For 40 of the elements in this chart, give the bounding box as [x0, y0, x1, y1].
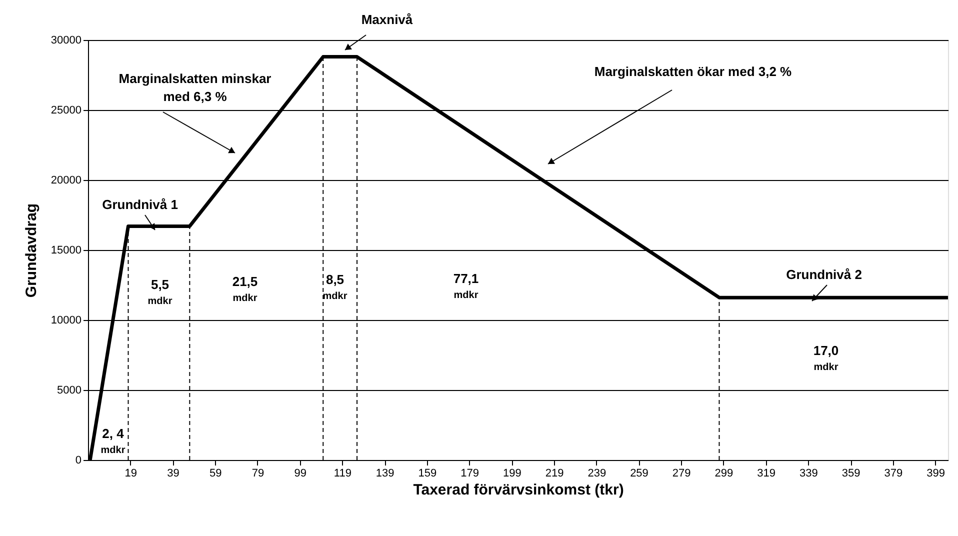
x-tick-label: 59: [209, 468, 222, 480]
annotation: 8,5 mdkr: [322, 272, 348, 302]
text: Maxnivå: [361, 12, 414, 27]
y-tick-label: 0: [75, 454, 82, 466]
annotation: 2, 4 mdkr: [100, 426, 126, 456]
y-tick-label: 15000: [50, 244, 82, 256]
y-tick-label: 20000: [50, 174, 82, 186]
x-tick-label: 379: [884, 468, 903, 480]
x-tick-label: 339: [800, 468, 818, 480]
y-tick-label: 30000: [50, 34, 82, 46]
annotation: Marginalskatten ökar med 3,2 %: [594, 64, 792, 79]
x-tick-label: 239: [588, 468, 606, 480]
x-tick-label: 279: [672, 468, 691, 480]
x-tick-label: 319: [757, 468, 776, 480]
x-tick-label: 219: [545, 468, 564, 480]
x-tick-label: 179: [460, 468, 479, 480]
x-tick-label: 199: [502, 468, 522, 480]
x-tick-label: 259: [630, 468, 648, 480]
x-tick-label: 159: [418, 468, 437, 480]
x-tick-label: 359: [842, 468, 860, 480]
x-tick-label: 19: [124, 468, 137, 480]
annotation: Grundnivå 1: [102, 197, 178, 212]
annotation: 77,1 mdkr: [453, 271, 479, 301]
x-tick-label: 119: [334, 468, 352, 480]
y-tick-label: 25000: [50, 104, 82, 116]
y-tick-label: 5000: [57, 384, 82, 396]
x-tick-label: 99: [294, 468, 306, 480]
annotation: Grundnivå 2: [786, 267, 862, 282]
y-axis-title: Grundavdrag: [22, 203, 40, 298]
annotation: 17,0 mdkr: [813, 343, 839, 373]
annotation: Marginalskatten minskar med 6,3 %: [118, 71, 272, 104]
y-tick-label: 10000: [50, 314, 82, 326]
x-tick-label: 39: [167, 468, 180, 480]
annotation: 21,5 mdkr: [232, 274, 258, 304]
x-axis-title: Taxerad förvärvsinkomst (tkr): [413, 482, 624, 498]
x-tick-label: 299: [714, 468, 734, 480]
x-tick-label: 139: [376, 468, 394, 480]
x-tick-label: 79: [252, 468, 264, 480]
annotation: 5,5 mdkr: [148, 277, 172, 307]
x-tick-label: 399: [926, 468, 945, 480]
